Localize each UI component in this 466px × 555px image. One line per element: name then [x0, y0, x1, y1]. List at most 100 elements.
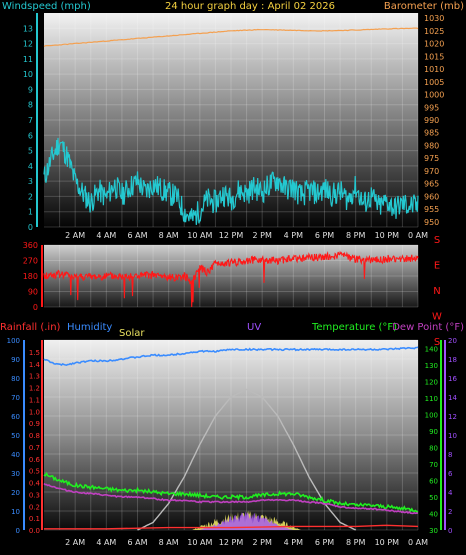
windspeed-tick-label: 10	[23, 70, 33, 79]
windspeed-tick-label: 13	[23, 24, 33, 33]
rainfall-tick-label: 0.4	[29, 480, 41, 488]
barometer-tick-label: 1030	[424, 14, 444, 23]
rainfall-tick-label: 1.2	[29, 385, 40, 393]
rainfall-tick-label: 0.6	[29, 456, 41, 464]
wind-panel-series	[43, 27, 419, 225]
barometer-tick-label: 990	[424, 116, 439, 125]
climate-panel-time-axis: 2 AM 4 AM 6 AM 8 AM 10 AM 12 PM 2 PM 4 PM 6 PM 8 …	[65, 538, 428, 547]
windspeed-tick-label: 9	[28, 85, 33, 94]
barometer-tick-label: 980	[424, 141, 439, 150]
windspeed-tick-label: 7	[28, 116, 33, 125]
time-tick-label: 6 AM	[127, 538, 147, 547]
temperature-tick-label: 130	[425, 362, 438, 370]
humidity-tick-label: 60	[11, 413, 20, 421]
rainfall-tick-label: 1.1	[29, 396, 40, 404]
humidity-tick-label: 20	[11, 489, 20, 497]
temperature-tick-label: 120	[425, 378, 438, 386]
humidity-tick-label: 80	[11, 375, 20, 383]
rainfall-tick-label: 0.9	[29, 420, 40, 428]
temperature-tick-label: 100	[425, 411, 438, 419]
barometer-axis-title: Barometer (mb)	[384, 1, 464, 12]
temperature-axis-title: Temperature (°F)	[311, 322, 397, 333]
barometer-tick-label: 975	[424, 154, 439, 163]
windspeed-tick-label: 5	[28, 147, 33, 156]
uv-tick-label: 18	[448, 356, 457, 364]
temperature-tick-label: 30	[429, 527, 438, 535]
uv-tick-label: 0	[448, 527, 452, 535]
uv-axis-title: UV	[247, 322, 261, 333]
temperature-series-line	[43, 471, 419, 513]
compass-axis: S E N W S	[432, 235, 442, 348]
rainfall-tick-label: 0.2	[29, 503, 40, 511]
barometer-tick-label: 950	[424, 218, 439, 227]
time-tick-label: 12 PM	[219, 231, 244, 240]
time-tick-label: 4 PM	[284, 231, 303, 240]
windspeed-tick-label: 12	[23, 40, 33, 49]
windspeed-series-line	[43, 137, 419, 225]
uv-series-area	[199, 511, 294, 530]
time-tick-label: 2 PM	[252, 538, 271, 547]
compass-label: S	[434, 235, 440, 246]
humidity-tick-label: 90	[11, 356, 20, 364]
barometer-tick-label: 1000	[424, 91, 444, 100]
rainfall-tick-label: 1.5	[29, 349, 40, 357]
rainfall-tick-label: 0.3	[29, 491, 40, 499]
temperature-tick-label: 140	[425, 345, 438, 353]
climate-panel-grid	[44, 339, 419, 531]
rainfall-tick-label: 0.1	[29, 515, 40, 523]
barometer-tick-label: 985	[424, 129, 439, 138]
barometer-tick-label: 970	[424, 167, 439, 176]
time-tick-label: 10 PM	[375, 538, 400, 547]
humidity-tick-label: 30	[11, 470, 20, 478]
direction-tick-label: 360	[23, 241, 38, 250]
rainfall-tick-label: 1.0	[29, 408, 40, 416]
compass-label: E	[434, 261, 440, 272]
compass-label: W	[432, 312, 442, 323]
chart-title: 24 hour graph day : April 02 2026	[165, 1, 335, 12]
windspeed-tick-label: 2	[28, 192, 33, 201]
barometer-tick-label: 965	[424, 180, 439, 189]
barometer-tick-label: 960	[424, 192, 439, 201]
uv-tick-label: 2	[448, 508, 452, 516]
compass-label: S	[434, 337, 440, 348]
time-tick-label: 8 AM	[159, 538, 179, 547]
windspeed-axis-title: Windspeed (mph)	[2, 1, 91, 12]
time-tick-label: 8 PM	[346, 538, 365, 547]
barometer-series-line	[43, 27, 419, 47]
temperature-tick-label: 60	[429, 477, 438, 485]
uv-tick-label: 8	[448, 451, 452, 459]
humidity-tick-label: 40	[11, 451, 20, 459]
time-tick-label: 2 PM	[252, 231, 271, 240]
time-tick-label: 4 AM	[96, 231, 116, 240]
direction-tick-label: 270	[23, 257, 38, 266]
solar-label: Solar	[119, 328, 145, 339]
barometer-tick-label: 1010	[424, 65, 444, 74]
rainfall-tick-label: 0.5	[29, 468, 40, 476]
wind-panel-time-axis: 2 AM 4 AM 6 AM 8 AM 10 AM 12 PM 2 PM 4 PM 6 PM 8 …	[65, 231, 428, 240]
time-tick-label: 6 PM	[315, 538, 334, 547]
dewpoint-series-line	[43, 482, 418, 515]
temperature-tick-label: 50	[429, 494, 438, 502]
uv-tick-label: 4	[448, 489, 453, 497]
windspeed-tick-label: 0	[28, 223, 33, 232]
windspeed-tick-label: 8	[28, 101, 33, 110]
direction-series-line	[43, 250, 419, 308]
temperature-tick-label: 110	[425, 395, 438, 403]
temperature-tick-label: 70	[429, 461, 438, 469]
humidity-tick-label: 100	[7, 337, 20, 345]
temperature-tick-label: 40	[429, 510, 438, 518]
time-tick-label: 12 PM	[219, 538, 244, 547]
windspeed-tick-label: 4	[28, 162, 33, 171]
humidity-tick-label: 0	[16, 527, 20, 535]
time-tick-label: 8 PM	[346, 231, 365, 240]
time-tick-label: 8 AM	[159, 231, 179, 240]
time-tick-label: 6 PM	[315, 231, 334, 240]
barometer-tick-label: 1025	[424, 27, 444, 36]
time-tick-label: 2 AM	[65, 538, 85, 547]
climate-panel-axes: 01020304050607080901000.00.10.20.30.40.5…	[7, 337, 458, 535]
barometer-tick-label: 1020	[424, 40, 444, 49]
uv-tick-label: 12	[448, 413, 457, 421]
windspeed-tick-label: 11	[23, 55, 33, 64]
rainfall-series-line	[44, 524, 419, 530]
